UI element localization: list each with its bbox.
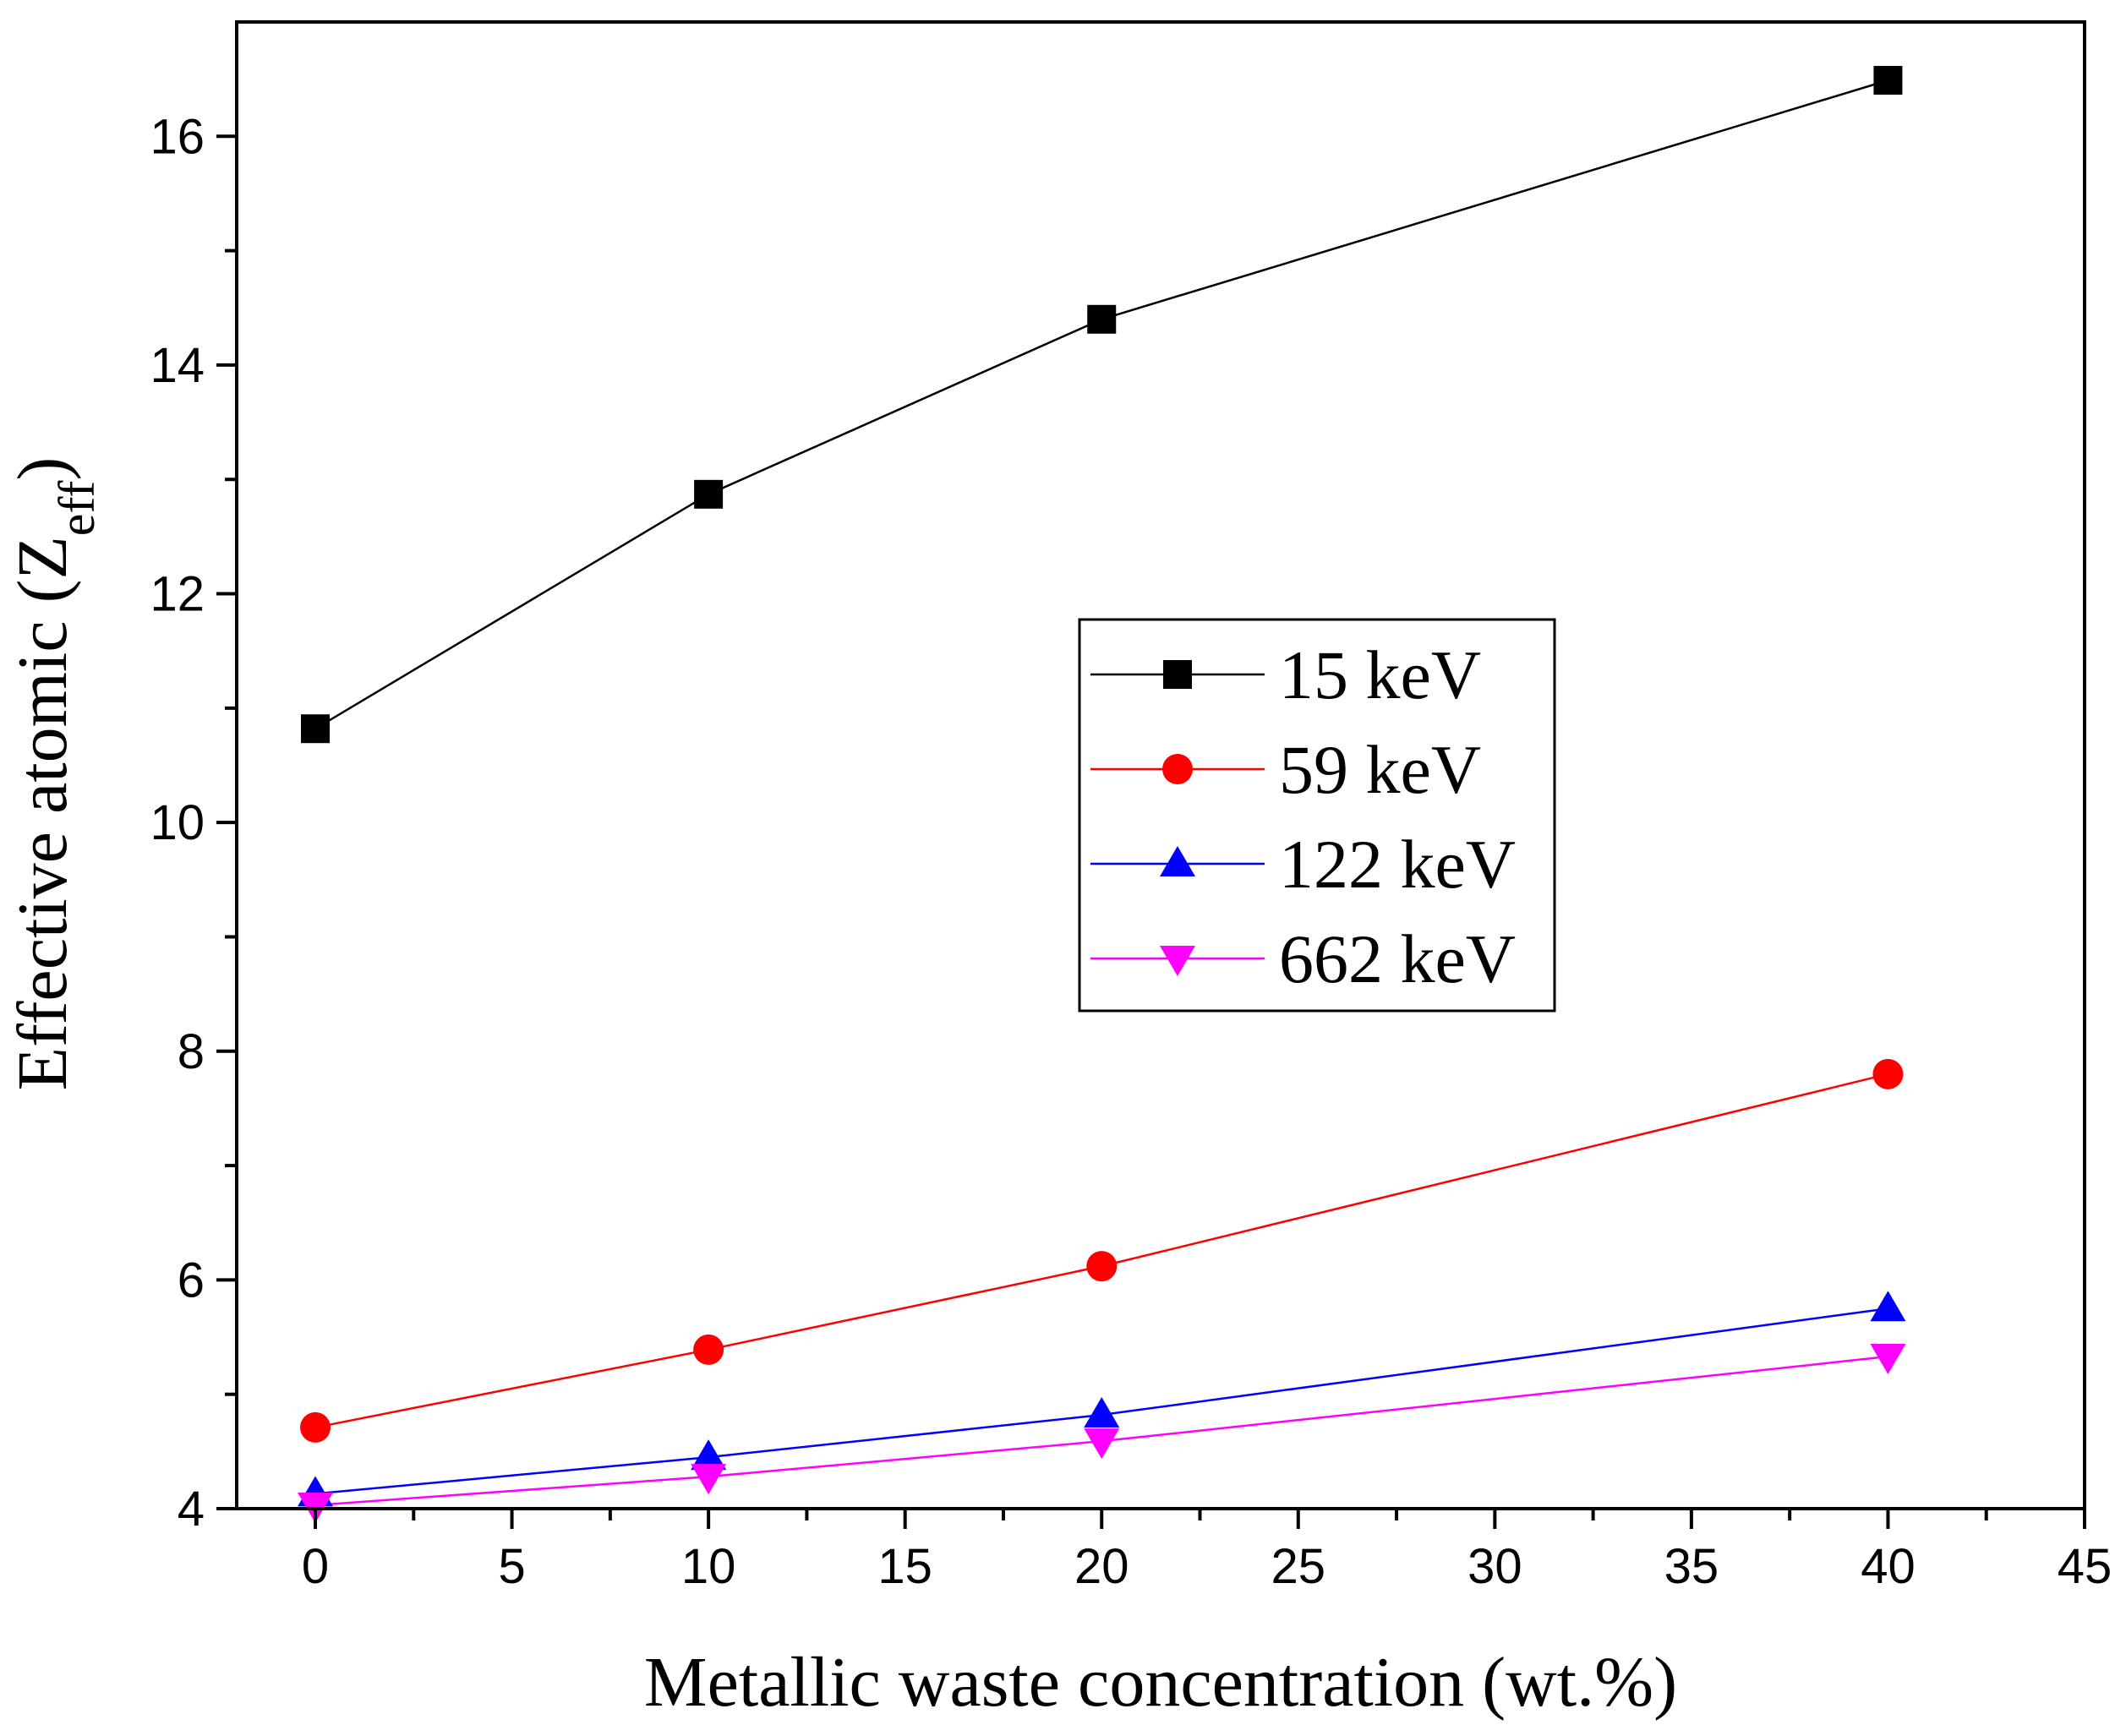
legend-label: 59 keV — [1279, 731, 1481, 808]
data-point — [1086, 1251, 1118, 1282]
y-tick-label: 8 — [178, 1024, 205, 1079]
legend-label: 662 keV — [1279, 920, 1516, 997]
series-line — [314, 1307, 1888, 1495]
data-point — [691, 1464, 727, 1495]
y-axis-title-close: ) — [3, 457, 82, 481]
y-axis: 4 6 8 10 12 14 16 — [150, 109, 237, 1537]
legend-label: 15 keV — [1279, 636, 1481, 713]
data-point — [1872, 1058, 1904, 1089]
data-point — [1087, 304, 1117, 334]
plot-frame — [235, 20, 2086, 1510]
y-axis-title-subscript: eff — [49, 481, 105, 537]
data-point — [1084, 1397, 1120, 1428]
data-point — [301, 714, 331, 744]
data-point — [1870, 1291, 1906, 1322]
x-axis: 0 5 10 15 20 25 30 35 40 45 — [302, 1509, 2112, 1594]
legend-label: 122 keV — [1279, 826, 1516, 903]
y-tick-label: 12 — [150, 567, 205, 622]
y-axis-title-main: Effective atomic (Z — [3, 536, 82, 1090]
x-tick-label: 25 — [1271, 1539, 1326, 1594]
data-point — [693, 1334, 724, 1365]
data-point — [1873, 66, 1903, 96]
y-axis-title: Effective atomic (Zeff) — [3, 457, 105, 1091]
x-tick-label: 45 — [2058, 1539, 2112, 1594]
y-tick-label: 10 — [150, 795, 205, 850]
data-point — [300, 1411, 331, 1443]
x-tick-label: 40 — [1861, 1539, 1916, 1594]
data-point — [1870, 1344, 1906, 1375]
x-tick-label: 0 — [302, 1539, 329, 1594]
x-tick-label: 35 — [1664, 1539, 1719, 1594]
legend-marker — [1162, 754, 1193, 784]
legend-box — [1078, 618, 1556, 1013]
series-line — [314, 1355, 1888, 1507]
y-tick-label: 4 — [178, 1482, 205, 1537]
y-tick-label: 6 — [178, 1253, 205, 1307]
x-tick-label: 10 — [681, 1539, 736, 1594]
data-point — [1084, 1428, 1120, 1460]
x-tick-label: 30 — [1467, 1539, 1522, 1594]
data-point — [691, 1439, 727, 1471]
legend-marker — [1160, 946, 1195, 976]
y-tick-label: 14 — [150, 338, 205, 393]
series-line — [314, 79, 1888, 730]
x-tick-label: 20 — [1074, 1539, 1129, 1594]
legend: 15 keV 59 keV 122 keV 662 keV — [1078, 618, 1556, 1013]
series-layer — [298, 66, 1906, 1523]
data-point — [694, 479, 724, 509]
legend-marker — [1163, 660, 1192, 689]
x-axis-title: Metallic waste concentration (wt.%) — [644, 1643, 1677, 1722]
legend-marker — [1160, 846, 1195, 876]
series-line — [314, 1073, 1888, 1429]
x-tick-label: 5 — [498, 1539, 525, 1594]
x-tick-label: 15 — [877, 1539, 932, 1594]
y-tick-label: 16 — [150, 109, 205, 164]
